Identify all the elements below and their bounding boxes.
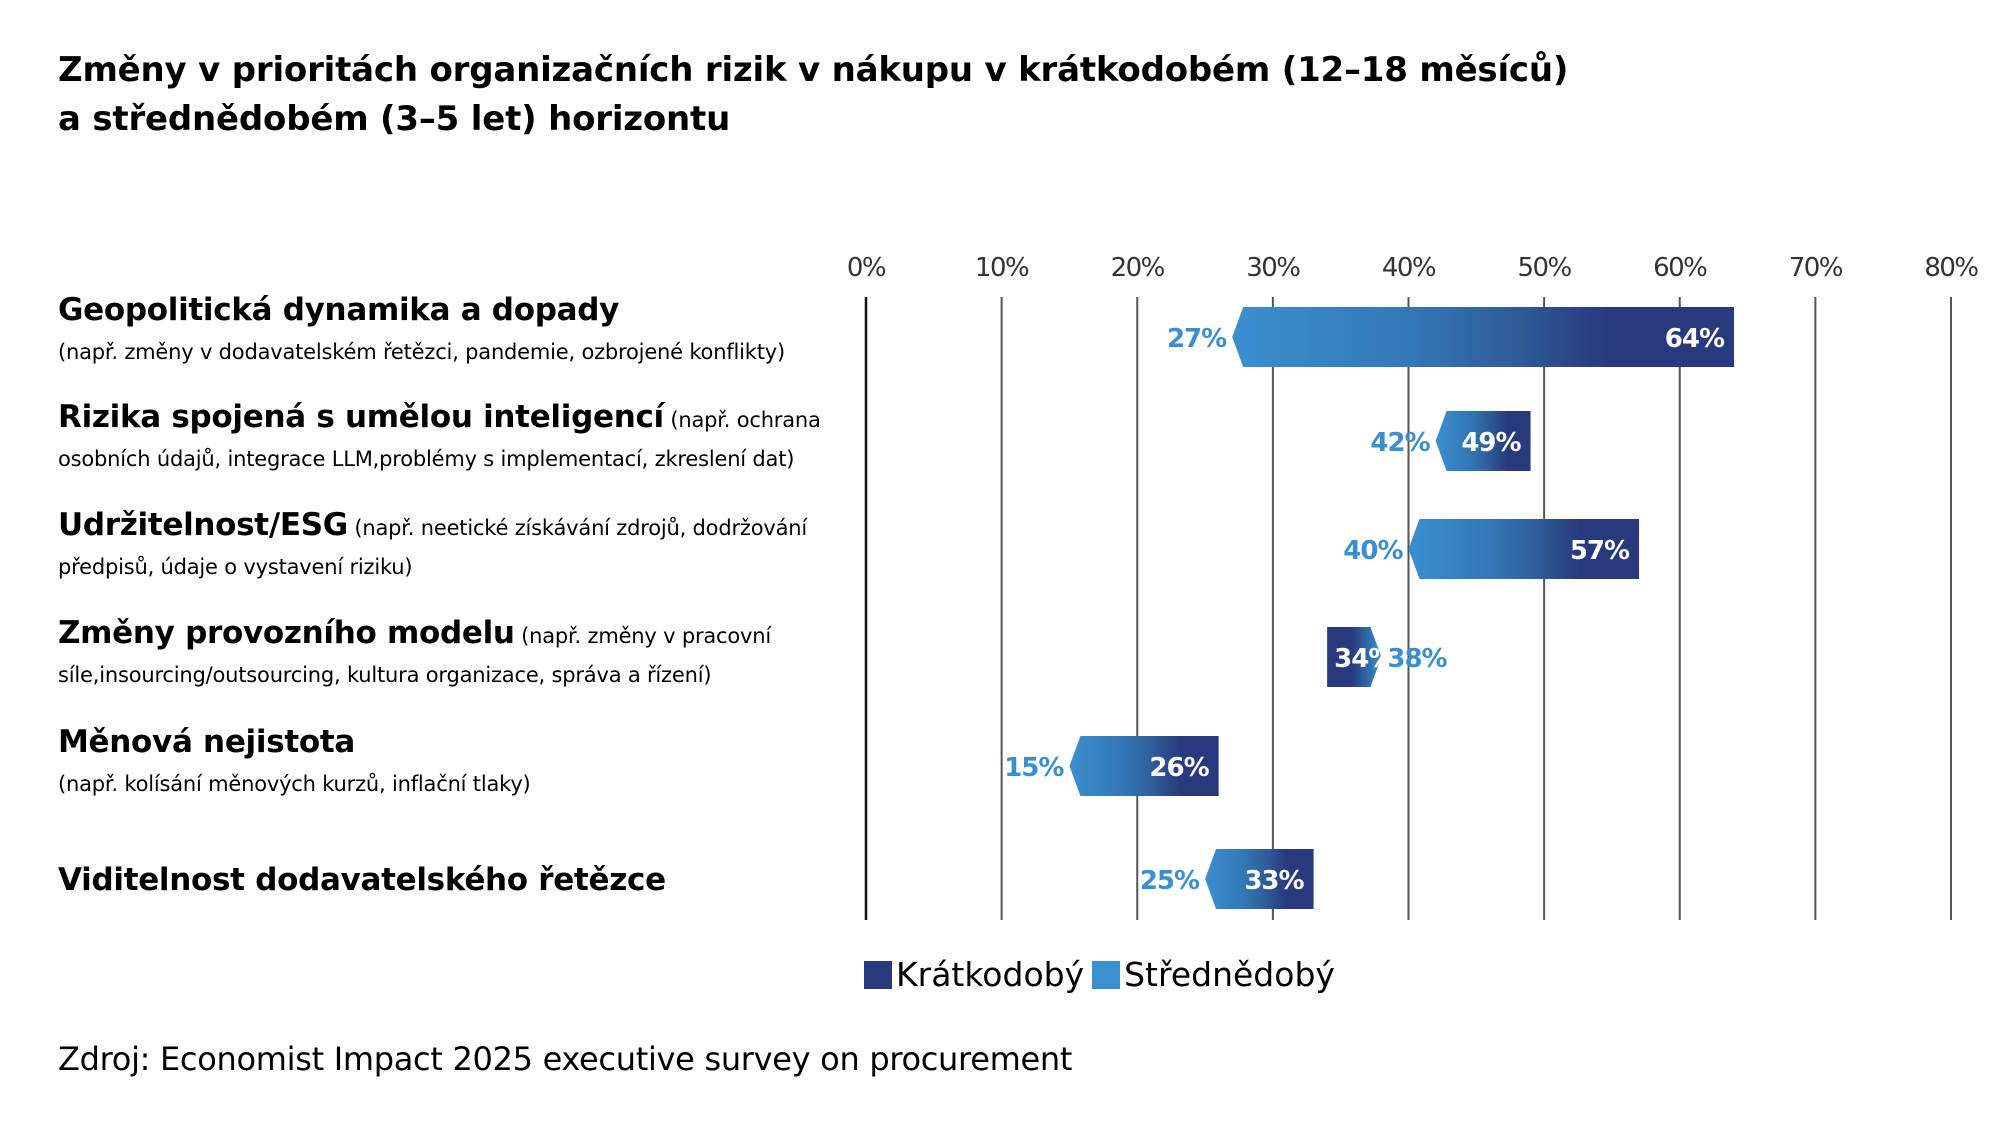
x-tick-label: 40% (1382, 253, 1436, 283)
x-tick-label: 50% (1517, 253, 1571, 283)
category-label: Geopolitická dynamika a dopady (např. změ… (58, 290, 858, 368)
category-label: Změny provozního modelu (např. změny v p… (58, 613, 858, 691)
mid-term-value-label: 40% (1343, 536, 1403, 566)
short-term-value-label: 33% (1244, 866, 1304, 896)
category-label-line-1: Geopolitická dynamika a dopady (58, 290, 858, 336)
range-bar (1408, 519, 1640, 579)
x-tick-label: 80% (1924, 253, 1978, 283)
category-name: Měnová nejistota (58, 724, 356, 760)
category-label-line-1: Viditelnost dodavatelského řetězce (58, 860, 858, 906)
range-bar (1205, 849, 1314, 909)
category-description: předpisů, údaje o vystavení riziku) (58, 555, 413, 579)
legend-swatch-short-term (864, 960, 892, 989)
short-term-value-label: 49% (1461, 428, 1521, 458)
category-description-inline: (např. ochrana (663, 408, 821, 432)
category-name: Viditelnost dodavatelského řetězce (58, 862, 666, 898)
range-bar (1232, 307, 1734, 367)
bar-group: 49% 42% (1370, 411, 1531, 471)
category-description: osobních údajů, integrace LLM,problémy s… (58, 447, 795, 471)
category-name: Geopolitická dynamika a dopady (58, 292, 620, 328)
x-tick-label: 0% (847, 253, 886, 283)
short-term-value-label: 57% (1570, 536, 1630, 566)
x-tick-label: 30% (1246, 253, 1300, 283)
x-tick-label: 10% (975, 253, 1029, 283)
x-tick-label: 20% (1111, 253, 1165, 283)
legend-item-short-term[interactable]: Krátkodobý (864, 955, 1084, 994)
bar-group: 64% 27% (1167, 307, 1734, 367)
mid-term-value-label: 42% (1370, 428, 1430, 458)
range-bar (1435, 411, 1531, 471)
mid-term-value-label: 25% (1140, 866, 1200, 896)
source-note: Zdroj: Economist Impact 2025 executive s… (58, 1040, 1073, 1078)
mid-term-value-label: 27% (1167, 324, 1227, 354)
short-term-value-label: 34% (1334, 644, 1394, 674)
category-label-line-1: Měnová nejistota (58, 722, 858, 768)
bars: 64% 27% 49% 42% 57% 40% 34%38% 26% 15% 33% 25% (1004, 307, 1734, 909)
category-label: Viditelnost dodavatelského řetězce (58, 860, 858, 906)
bar-group: 57% 40% (1343, 519, 1640, 579)
category-name: Udržitelnost/ESG (58, 507, 348, 543)
mid-term-value-label: 15% (1004, 753, 1064, 783)
legend-label-short-term: Krátkodobý (896, 955, 1085, 994)
legend-item-mid-term[interactable]: Střednědobý (1092, 955, 1335, 994)
chart-title-line-2: a střednědobém (3–5 let) horizontu (58, 99, 731, 139)
x-axis-tick-labels: 0% 10% 20% 30% 40% 50% 60% 70% 80% (847, 253, 1980, 283)
bar-group: 26% 15% (1004, 736, 1219, 796)
category-name: Změny provozního modelu (58, 615, 515, 651)
category-description-inline: (např. změny v pracovní (514, 624, 772, 648)
category-label-line-1: Rizika spojená s umělou inteligencí (nap… (58, 397, 858, 443)
bar-group: 34%38% (1327, 627, 1449, 687)
short-term-value-label: 64% (1665, 324, 1725, 354)
short-term-value-label: 26% (1149, 753, 1209, 783)
category-label: Rizika spojená s umělou inteligencí (nap… (58, 397, 858, 475)
legend-label-mid-term: Střednědobý (1124, 955, 1335, 994)
legend-swatch-mid-term (1092, 960, 1121, 989)
range-bar (1069, 736, 1219, 796)
legend: Krátkodobý Střednědobý (864, 955, 1343, 994)
mid-term-value-label: 38% (1387, 644, 1447, 674)
chart-title: Změny v prioritách organizačních rizik v… (58, 46, 1658, 144)
x-tick-label: 60% (1653, 253, 1707, 283)
category-label: Udržitelnost/ESG (např. neetické získává… (58, 505, 858, 583)
category-description: (např. kolísání měnových kurzů, inflační… (58, 772, 531, 796)
gridlines (864, 297, 1952, 920)
category-label: Měnová nejistota (např. kolísání měnových… (58, 722, 858, 800)
category-label-line-1: Udržitelnost/ESG (např. neetické získává… (58, 505, 858, 551)
category-description: síle,insourcing/outsourcing, kultura org… (58, 663, 712, 687)
x-tick-label: 70% (1789, 253, 1843, 283)
chart-title-line-1: Změny v prioritách organizačních rizik v… (58, 50, 1569, 90)
bar-group: 33% 25% (1140, 849, 1314, 909)
category-label-line-1: Změny provozního modelu (např. změny v p… (58, 613, 858, 659)
range-bar (1327, 627, 1382, 687)
category-name: Rizika spojená s umělou inteligencí (58, 399, 664, 435)
category-description-inline: (např. neetické získávání zdrojů, dodržo… (347, 516, 808, 540)
category-description: (např. změny v dodavatelském řetězci, pa… (58, 340, 785, 364)
